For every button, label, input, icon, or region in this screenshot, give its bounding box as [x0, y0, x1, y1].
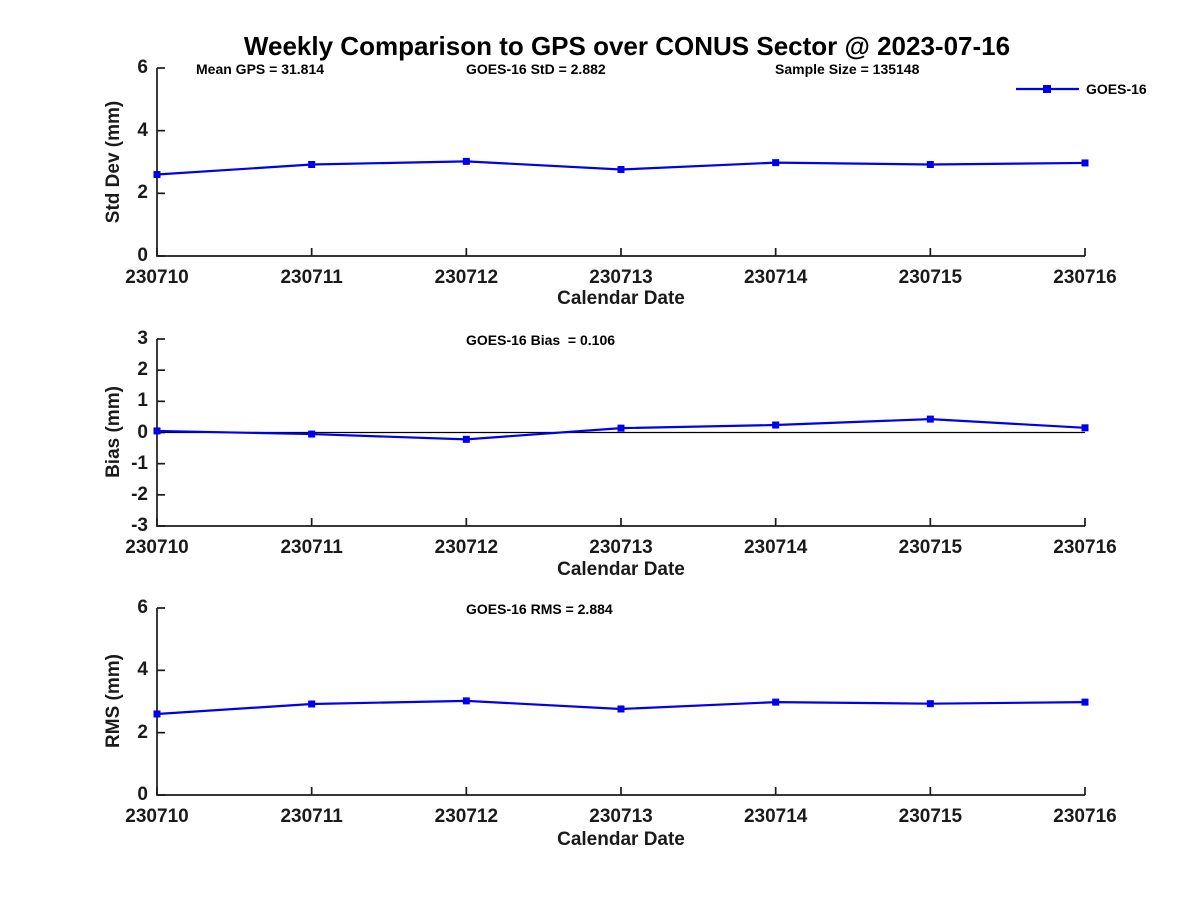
x-tick-label: 230712: [434, 806, 499, 827]
y-tick-label: -1: [131, 452, 148, 474]
y-tick-label: 0: [137, 245, 148, 266]
data-point-marker: [462, 697, 470, 705]
x-tick-label: 230711: [280, 537, 343, 558]
annotation-goes16-rms: GOES-16 RMS = 2.884: [466, 601, 613, 617]
x-tick-label: 230710: [125, 806, 189, 827]
axes-0: [156, 68, 1085, 257]
axes-2: [156, 608, 1085, 796]
x-tick-label: 230712: [434, 537, 499, 558]
data-point-marker: [153, 171, 161, 179]
data-point-marker: [308, 700, 316, 708]
y-tick-label: 0: [137, 784, 148, 805]
data-point-marker: [772, 698, 780, 706]
x-tick-label: 230714: [743, 267, 808, 288]
x-tick-label: 230714: [743, 537, 808, 558]
data-point-marker: [308, 161, 316, 169]
xlabel-calendar-date-3: Calendar Date: [557, 829, 685, 850]
y-tick-label: 2: [137, 359, 148, 381]
figure-title: Weekly Comparison to GPS over CONUS Sect…: [243, 31, 1011, 61]
annotation-goes16-std: GOES-16 StD = 2.882: [466, 61, 606, 77]
data-point-marker: [772, 159, 780, 167]
x-tick-label: 230716: [1053, 267, 1117, 288]
data-point-marker: [462, 435, 470, 443]
y-tick-label: -2: [131, 483, 148, 505]
data-point-marker: [1081, 698, 1089, 706]
x-tick-label: 230710: [125, 537, 189, 558]
y-tick-label: 6: [137, 597, 148, 618]
x-tick-label: 230715: [898, 806, 963, 827]
x-tick-label: 230716: [1053, 537, 1117, 558]
legend-label: GOES-16: [1086, 81, 1147, 97]
x-tick-label: 230710: [125, 267, 189, 288]
xlabel-calendar-date-2: Calendar Date: [557, 559, 685, 580]
legend-marker: [1043, 85, 1051, 93]
y-tick-label: 6: [137, 57, 148, 78]
y-tick-label: 3: [137, 328, 148, 349]
y-tick-label: 2: [137, 721, 148, 743]
data-point-marker: [153, 710, 161, 718]
y-tick-label: 1: [137, 390, 148, 412]
data-point-marker: [153, 427, 161, 435]
x-tick-label: 230711: [280, 806, 343, 827]
x-tick-label: 230715: [898, 537, 963, 558]
data-point-marker: [617, 424, 625, 432]
data-point-marker: [308, 430, 316, 438]
y-tick-label: 4: [137, 659, 148, 681]
x-tick-label: 230712: [434, 267, 499, 288]
annotation-goes16-bias: GOES-16 Bias = 0.106: [466, 332, 616, 348]
data-point-marker: [1081, 159, 1089, 167]
data-point-marker: [462, 157, 470, 165]
x-tick-label: 230715: [898, 267, 963, 288]
y-tick-label: 0: [137, 421, 148, 443]
annotation-sample-size: Sample Size = 135148: [775, 61, 920, 77]
x-tick-label: 230713: [589, 537, 653, 558]
data-point-marker: [926, 415, 934, 423]
x-tick-label: 230714: [743, 806, 808, 827]
data-point-marker: [1081, 424, 1089, 432]
annotation-mean-gps: Mean GPS = 31.814: [196, 61, 325, 77]
data-point-marker: [926, 700, 934, 708]
data-point-marker: [926, 161, 934, 169]
y-tick-label: -3: [131, 515, 148, 536]
x-tick-label: 230713: [589, 267, 653, 288]
x-tick-label: 230711: [280, 267, 343, 288]
x-tick-label: 230713: [589, 806, 653, 827]
y-tick-label: 4: [137, 119, 148, 141]
data-point-marker: [617, 166, 625, 174]
y-tick-label: 2: [137, 182, 148, 204]
data-point-marker: [617, 705, 625, 713]
x-tick-label: 230716: [1053, 806, 1117, 827]
xlabel-calendar-date-1: Calendar Date: [557, 288, 685, 309]
data-point-marker: [772, 421, 780, 429]
